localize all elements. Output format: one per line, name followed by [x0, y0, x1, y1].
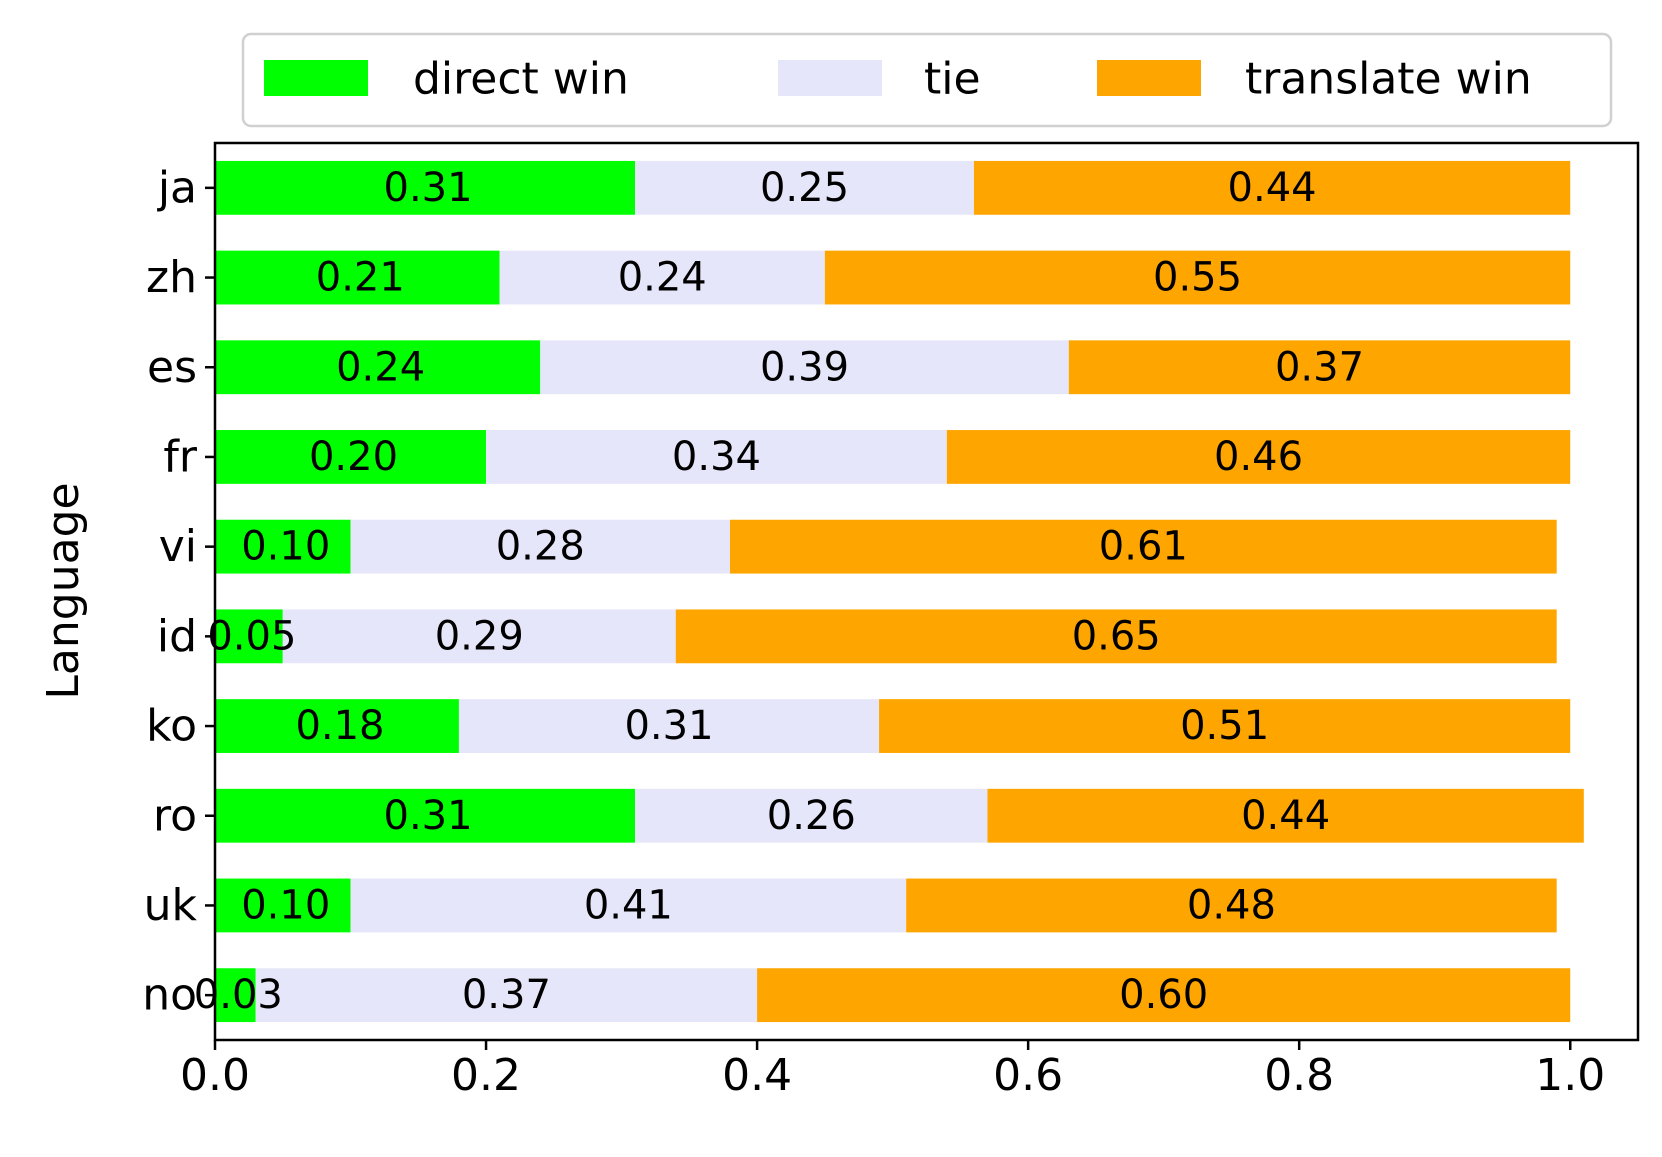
bar-label-direct-win-vi: 0.10 [241, 524, 330, 570]
bar-direct-win-vi [215, 519, 351, 574]
bar-label-direct-win-ja: 0.31 [384, 165, 473, 211]
bar-direct-win-es [215, 340, 541, 395]
y-tick-label-zh: zh [146, 252, 197, 303]
bar-direct-win-no [215, 968, 256, 1023]
bar-label-translate-win-id: 0.65 [1072, 613, 1161, 659]
bar-label-tie-ja: 0.25 [760, 165, 849, 211]
y-tick-label-id: id [157, 611, 197, 662]
bar-translate-win-ja [973, 160, 1571, 215]
bar-label-tie-es: 0.39 [760, 344, 849, 390]
bar-label-direct-win-fr: 0.20 [309, 434, 398, 480]
bar-label-translate-win-ko: 0.51 [1180, 703, 1269, 749]
bar-translate-win-id [675, 609, 1557, 664]
bar-tie-es [540, 340, 1069, 395]
bar-label-tie-ro: 0.26 [767, 793, 856, 839]
bar-direct-win-fr [215, 430, 487, 484]
y-tick-label-uk: uk [144, 880, 198, 931]
bar-tie-ja [635, 160, 974, 215]
y-tick-label-ja: ja [157, 162, 197, 213]
bar-label-translate-win-zh: 0.55 [1153, 255, 1242, 301]
bar-label-translate-win-fr: 0.46 [1214, 434, 1303, 480]
bar-tie-no [255, 968, 758, 1023]
bar-tie-uk [350, 878, 907, 933]
bar-direct-win-ja [215, 160, 636, 215]
legend-swatch-translate-win [1097, 60, 1201, 96]
bar-label-translate-win-vi: 0.61 [1099, 524, 1188, 570]
legend-box [241, 32, 1613, 128]
x-tick-label-0.0: 0.0 [180, 1050, 250, 1101]
bar-tie-ro [635, 788, 988, 843]
y-tick-label-no: no [142, 970, 197, 1021]
bar-label-direct-win-es: 0.24 [336, 344, 425, 390]
bar-direct-win-zh [215, 250, 500, 305]
bar-label-direct-win-zh: 0.21 [316, 255, 405, 301]
bar-label-translate-win-ro: 0.44 [1241, 793, 1330, 839]
bar-direct-win-id [215, 609, 283, 664]
bar-translate-win-vi [729, 519, 1557, 574]
bar-direct-win-ko [215, 699, 459, 753]
bar-label-tie-ko: 0.31 [624, 703, 713, 749]
bar-direct-win-ro [215, 788, 636, 843]
bar-tie-fr [486, 430, 947, 484]
bar-label-tie-no: 0.37 [462, 972, 551, 1018]
plot-frame [213, 141, 1640, 1042]
bar-label-tie-zh: 0.24 [618, 255, 707, 301]
y-axis-title: Language [38, 482, 89, 699]
x-tick-label-0.2: 0.2 [451, 1050, 521, 1101]
legend-label-translate-win: translate win [1245, 54, 1532, 105]
bar-translate-win-zh [824, 250, 1571, 305]
bar-label-direct-win-ro: 0.31 [384, 793, 473, 839]
bar-label-direct-win-id: 0.05 [207, 613, 296, 659]
x-tick-label-1.0: 1.0 [1535, 1050, 1605, 1101]
legend: direct win tie translate win [241, 32, 1613, 128]
bar-label-tie-fr: 0.34 [672, 434, 761, 480]
legend-label-tie: tie [924, 54, 981, 105]
bar-translate-win-ro [987, 788, 1584, 843]
bar-label-direct-win-ko: 0.18 [295, 703, 384, 749]
x-tick-label-0.4: 0.4 [722, 1050, 792, 1101]
bar-label-translate-win-es: 0.37 [1275, 344, 1364, 390]
x-axis: 0.0 0.2 0.4 0.6 0.8 1.0 [180, 1040, 1605, 1101]
bar-tie-zh [499, 250, 825, 305]
y-tick-label-fr: fr [163, 431, 197, 482]
bar-translate-win-uk [906, 878, 1557, 933]
bar-label-tie-uk: 0.41 [584, 882, 673, 928]
bar-translate-win-fr [946, 430, 1571, 484]
bar-label-direct-win-uk: 0.10 [241, 882, 330, 928]
bar-direct-win-uk [215, 878, 351, 933]
bar-tie-ko [458, 699, 880, 753]
x-tick-label-0.6: 0.6 [993, 1050, 1063, 1101]
bar-label-translate-win-no: 0.60 [1119, 972, 1208, 1018]
y-tick-label-ko: ko [146, 701, 197, 752]
x-tick-label-0.8: 0.8 [1264, 1050, 1334, 1101]
y-tick-label-vi: vi [159, 521, 197, 572]
bar-label-tie-vi: 0.28 [496, 524, 585, 570]
bar-translate-win-es [1068, 340, 1571, 395]
bar-tie-vi [350, 519, 730, 574]
bar-translate-win-no [757, 968, 1571, 1023]
legend-label-direct-win: direct win [413, 54, 629, 105]
bar-label-translate-win-uk: 0.48 [1187, 882, 1276, 928]
legend-swatch-tie [778, 60, 882, 96]
y-tick-label-es: es [147, 342, 197, 393]
bar-translate-win-ko [879, 699, 1571, 753]
bar-label-tie-id: 0.29 [435, 613, 524, 659]
y-axis: ja zh es fr vi id ko ro uk no [142, 162, 215, 1021]
bars [215, 160, 1584, 1023]
bar-label-translate-win-ja: 0.44 [1228, 165, 1317, 211]
y-tick-label-ro: ro [153, 790, 197, 841]
bar-tie-id [282, 609, 676, 664]
bar-labels: 0.31 0.25 0.44 0.21 0.24 0.55 0.24 0.39 0.37 0.20… [194, 165, 1364, 1018]
legend-swatch-direct-win [264, 60, 368, 96]
